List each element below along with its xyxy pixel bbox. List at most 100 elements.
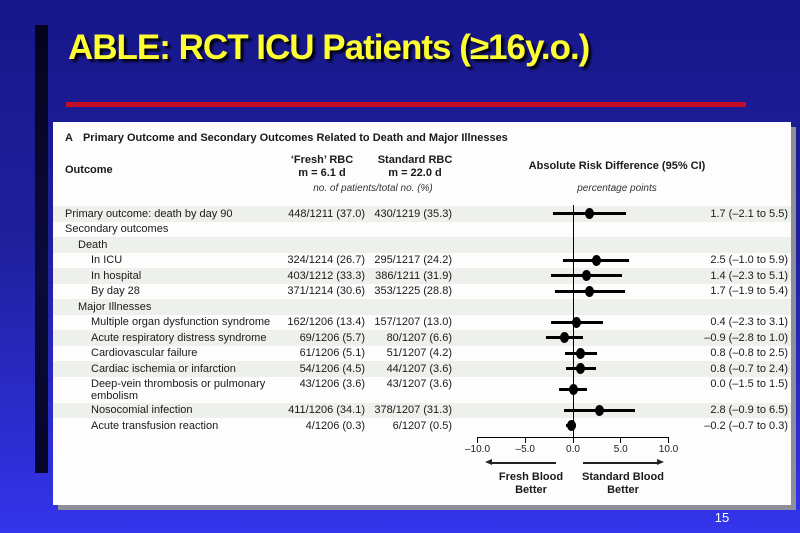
risk-difference-value: 0.0 (–1.5 to 1.5) — [710, 378, 788, 390]
axis-tick-label: 10.0 — [658, 444, 679, 455]
fresh-rbc-value: 4/1206 (0.3) — [305, 419, 365, 432]
fresh-blood-better-label: Fresh Blood Better — [466, 471, 596, 497]
standard-better-line1: Standard Blood — [582, 471, 664, 483]
fresh-rbc-value: 69/1206 (5.7) — [299, 331, 365, 344]
outcome-label: Major Illnesses — [78, 300, 152, 313]
standard-rbc-value: 430/1219 (35.3) — [374, 207, 452, 220]
page-number: 15 — [714, 510, 730, 525]
axis-tick — [668, 437, 669, 443]
table-row: Multiple organ dysfunction syndrome 162/1… — [53, 315, 791, 331]
outcome-label: Acute respiratory distress syndrome — [91, 331, 267, 344]
column-header-fresh-rbc: ‘Fresh’ RBC m = 6.1 d — [262, 154, 382, 180]
fresh-header-line2: m = 6.1 d — [298, 167, 346, 179]
standard-rbc-value: 80/1207 (6.6) — [386, 331, 452, 344]
fresh-rbc-value: 448/1211 (37.0) — [288, 207, 365, 220]
fresh-rbc-value: 371/1214 (30.6) — [287, 285, 365, 297]
standard-rbc-value: 378/1207 (31.3) — [374, 404, 452, 416]
fresh-better-line1: Fresh Blood — [498, 471, 564, 483]
outcome-label: In hospital — [91, 269, 142, 282]
outcome-label: Cardiac ischemia or infarction — [91, 362, 236, 375]
point-estimate-dot — [592, 254, 602, 266]
standard-rbc-value: 295/1217 (24.2) — [374, 254, 452, 266]
fresh-rbc-value: 411/1206 (34.1) — [288, 404, 365, 416]
outcome-label: Cardiovascular failure — [91, 347, 198, 359]
table-row: Nosocomial infection 411/1206 (34.1) 378/1… — [53, 402, 791, 418]
axis-tick-label: 5.0 — [613, 444, 628, 455]
standard-better-line2: Better — [607, 484, 639, 496]
risk-difference-value: 0.8 (–0.8 to 2.5) — [710, 347, 788, 359]
axis-tick — [524, 437, 526, 443]
standard-rbc-value: 44/1207 (3.6) — [386, 362, 452, 375]
risk-difference-value: 1.4 (–2.3 to 5.1) — [710, 269, 788, 282]
outcome-label: Deep-vein thrombosis or pulmonary emboli… — [91, 378, 266, 402]
standard-rbc-value: 353/1225 (28.8) — [374, 285, 452, 297]
values-unit-note: no. of patients/total no. (%) — [313, 183, 433, 194]
fresh-rbc-value: 43/1206 (3.6) — [299, 378, 365, 390]
risk-difference-value: 1.7 (–2.1 to 5.5) — [710, 207, 788, 220]
table-row: Cardiovascular failure 61/1206 (5.1) 51/12… — [53, 346, 791, 362]
table-row: Acute respiratory distress syndrome 69/12… — [53, 330, 791, 346]
outcome-label: Primary outcome: death by day 90 — [65, 207, 233, 220]
risk-difference-value: 0.8 (–0.7 to 2.4) — [710, 362, 788, 375]
outcome-label: Death — [78, 238, 108, 251]
axis-tick-label: 0.0 — [566, 444, 580, 455]
table-row: Primary outcome: death by day 90 448/1211… — [53, 206, 791, 222]
point-estimate-dot — [595, 404, 605, 416]
panel-title: A Primary Outcome and Secondary Outcomes … — [65, 132, 508, 144]
outcome-label: By day 28 — [91, 285, 140, 297]
fresh-rbc-value: 403/1212 (33.3) — [287, 269, 365, 282]
point-estimate-dot — [572, 316, 582, 328]
table-row: Secondary outcomes — [53, 222, 791, 238]
left-accent-bar — [35, 25, 48, 473]
fresh-better-arrow-icon — [485, 459, 561, 466]
column-header-outcome: Outcome — [65, 164, 113, 176]
risk-difference-value: 2.5 (–1.0 to 5.9) — [710, 254, 788, 266]
fresh-header-line1: ‘Fresh’ RBC — [290, 154, 354, 166]
standard-blood-better-label: Standard Blood Better — [558, 471, 688, 497]
slide-title: ABLE: RCT ICU Patients (≥16y.o.) — [68, 28, 590, 67]
table-row: In hospital 403/1212 (33.3) 386/1211 (31.9… — [53, 268, 791, 284]
table-row: By day 28 371/1214 (30.6) 353/1225 (28.8) 1… — [53, 284, 791, 300]
risk-difference-value: 1.7 (–1.9 to 5.4) — [710, 285, 788, 297]
risk-difference-value: 0.4 (–2.3 to 3.1) — [710, 316, 788, 328]
standard-rbc-value: 43/1207 (3.6) — [386, 378, 452, 390]
point-estimate-dot — [576, 363, 586, 374]
standard-rbc-value: 157/1207 (13.0) — [374, 316, 452, 328]
fresh-rbc-value: 61/1206 (5.1) — [299, 347, 365, 359]
standard-rbc-value: 51/1207 (4.2) — [386, 347, 452, 359]
standard-header-line2: m = 22.0 d — [388, 167, 442, 179]
column-header-standard-rbc: Standard RBC m = 22.0 d — [355, 154, 475, 180]
standard-better-arrow-icon — [578, 459, 664, 466]
risk-difference-value: –0.9 (–2.8 to 1.0) — [704, 331, 788, 344]
table-row: Major Illnesses — [53, 299, 791, 315]
point-estimate-dot — [566, 420, 576, 431]
fresh-rbc-value: 162/1206 (13.4) — [287, 316, 365, 328]
point-estimate-dot — [576, 347, 586, 359]
risk-difference-value: 2.8 (–0.9 to 6.5) — [710, 404, 788, 416]
figure-panel: A Primary Outcome and Secondary Outcomes … — [53, 122, 791, 505]
axis-tick — [620, 437, 622, 443]
ard-unit-note: percentage points — [577, 183, 657, 194]
panel-label: A — [65, 132, 73, 144]
point-estimate-dot — [581, 270, 591, 281]
axis-tick-label: –5.0 — [515, 444, 535, 455]
point-estimate-dot — [559, 332, 569, 343]
risk-difference-value: –0.2 (–0.7 to 0.3) — [704, 419, 788, 432]
standard-rbc-value: 386/1211 (31.9) — [375, 269, 452, 282]
outcomes-table: Primary outcome: death by day 90 448/1211… — [53, 206, 791, 434]
outcome-label: Nosocomial infection — [91, 404, 193, 416]
standard-header-line1: Standard RBC — [377, 154, 453, 166]
outcome-label: Acute transfusion reaction — [91, 419, 219, 432]
fresh-better-line2: Better — [515, 484, 547, 496]
column-header-risk-difference: Absolute Risk Difference (95% CI) — [528, 160, 706, 172]
point-estimate-dot — [584, 285, 594, 297]
point-estimate-dot — [568, 384, 578, 395]
table-row: Cardiac ischemia or infarction 54/1206 (4… — [53, 361, 791, 377]
fresh-rbc-value: 54/1206 (4.5) — [299, 362, 365, 375]
table-row: Acute transfusion reaction 4/1206 (0.3) 6/… — [53, 418, 791, 434]
outcome-label: Secondary outcomes — [65, 223, 169, 235]
outcome-label: Multiple organ dysfunction syndrome — [91, 316, 271, 328]
outcome-label: In ICU — [91, 254, 123, 266]
table-row: Death — [53, 237, 791, 253]
